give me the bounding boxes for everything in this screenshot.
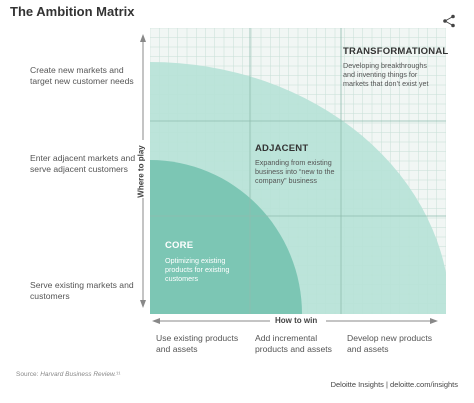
y-axis-arrow-head-top <box>140 34 146 42</box>
col-label-new-products: Develop new products and assets <box>347 333 433 354</box>
zone-desc-transformational: Developing breakthroughs and inventing t… <box>343 61 429 88</box>
row-label-adjacent-markets: Enter adjacent markets and serve adjacen… <box>30 153 136 174</box>
x-axis-label: How to win <box>275 316 318 325</box>
row-label-new-markets: Create new markets and target new custom… <box>30 65 134 86</box>
zone-desc-core: Optimizing existing products for existin… <box>165 256 230 283</box>
x-axis-arrow-head-left <box>152 318 160 324</box>
col-label-existing-products: Use existing products and assets <box>156 333 239 354</box>
row-label-existing-markets: Serve existing markets and customers <box>30 280 134 301</box>
source-note: Source: Harvard Business Review.¹¹ <box>16 371 121 378</box>
source-name: Harvard Business Review. <box>40 371 117 378</box>
zone-title-transformational: TRANSFORMATIONAL <box>343 46 449 57</box>
core-zone-shape <box>150 160 302 314</box>
share-icon[interactable] <box>442 14 456 28</box>
footer-credit[interactable]: Deloitte Insights | deloitte.com/insight… <box>330 380 458 389</box>
col-label-incremental-products: Add incremental products and assets <box>255 333 332 354</box>
zone-title-core: CORE <box>165 240 194 251</box>
y-axis-arrow-head-bottom <box>140 300 146 308</box>
page-title: The Ambition Matrix <box>10 4 135 19</box>
zone-title-adjacent: ADJACENT <box>255 143 309 154</box>
zone-desc-adjacent: Expanding from existing business into “n… <box>255 158 335 185</box>
x-axis-arrow-head-right <box>430 318 438 324</box>
